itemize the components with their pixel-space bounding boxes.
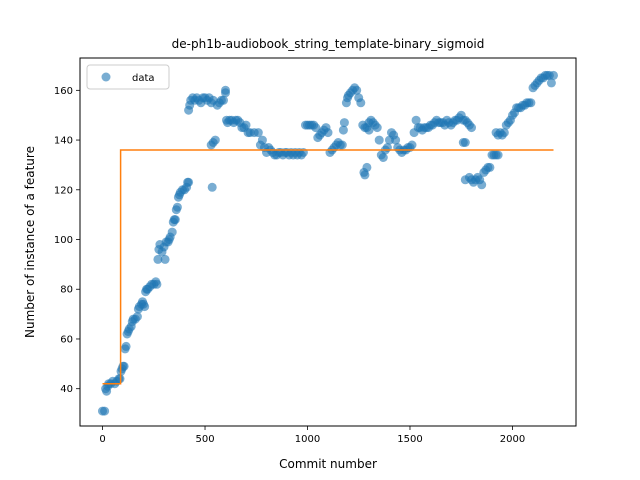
data-point bbox=[546, 78, 556, 88]
plot-frame bbox=[79, 57, 577, 427]
data-point bbox=[467, 123, 476, 133]
data-point bbox=[160, 254, 170, 264]
x-axis: 0 500 1000 1500 2000 bbox=[99, 426, 525, 445]
data-point bbox=[549, 70, 558, 80]
legend-box bbox=[86, 64, 170, 90]
data-point bbox=[253, 128, 263, 138]
x-tick-label: 1500 bbox=[397, 434, 422, 445]
data-point bbox=[172, 202, 182, 212]
fit-line bbox=[102, 149, 554, 385]
data-point bbox=[339, 118, 349, 128]
y-tick-label: 80 bbox=[60, 285, 73, 296]
data-layer bbox=[98, 70, 558, 416]
data-point bbox=[485, 162, 495, 172]
data-point bbox=[132, 312, 142, 322]
data-point bbox=[526, 98, 536, 108]
data-point bbox=[372, 123, 382, 133]
data-point bbox=[210, 135, 220, 145]
data-point bbox=[378, 153, 388, 162]
legend-marker-data bbox=[101, 72, 111, 82]
data-point bbox=[352, 85, 362, 95]
data-point bbox=[311, 123, 321, 133]
data-point bbox=[323, 128, 333, 138]
data-point bbox=[338, 125, 348, 135]
data-point bbox=[407, 140, 417, 150]
data-point bbox=[140, 302, 150, 312]
data-point bbox=[391, 135, 401, 145]
data-point bbox=[477, 180, 487, 190]
x-tick-label: 2000 bbox=[500, 434, 525, 445]
data-point bbox=[121, 341, 131, 351]
data-point bbox=[360, 170, 370, 180]
y-axis: 40 60 80 100 120 140 160 bbox=[54, 86, 80, 395]
data-point bbox=[337, 140, 347, 150]
y-tick-label: 60 bbox=[60, 334, 73, 345]
data-point bbox=[219, 95, 228, 105]
data-point bbox=[241, 120, 251, 130]
data-point bbox=[153, 254, 163, 264]
data-point bbox=[119, 361, 129, 371]
y-axis-label: Number of instance of a feature bbox=[23, 146, 37, 338]
data-point bbox=[207, 182, 217, 192]
y-tick-label: 160 bbox=[54, 86, 73, 97]
x-axis-label: Commit number bbox=[279, 457, 377, 471]
legend-label-data: data bbox=[132, 73, 155, 84]
data-point bbox=[184, 177, 194, 187]
y-tick-label: 40 bbox=[60, 384, 73, 395]
data-point bbox=[364, 125, 374, 135]
y-tick-label: 140 bbox=[54, 136, 73, 147]
data-point bbox=[374, 135, 384, 145]
data-point bbox=[257, 135, 267, 145]
chart-title: de-ph1b-audiobook_string_template-binary… bbox=[172, 37, 485, 51]
data-point bbox=[493, 150, 503, 160]
data-point bbox=[362, 162, 372, 172]
y-tick-label: 120 bbox=[54, 185, 73, 196]
data-point bbox=[100, 406, 110, 416]
data-point bbox=[221, 85, 230, 95]
data-point bbox=[167, 227, 177, 237]
x-tick-label: 500 bbox=[195, 434, 214, 445]
data-point bbox=[170, 215, 180, 225]
data-point bbox=[411, 115, 421, 125]
data-point bbox=[152, 279, 162, 289]
x-tick-label: 0 bbox=[99, 434, 105, 445]
x-tick-label: 1000 bbox=[295, 434, 320, 445]
data-point bbox=[460, 138, 470, 147]
y-tick-label: 100 bbox=[54, 235, 73, 246]
data-point bbox=[499, 128, 509, 138]
legend: data bbox=[86, 64, 170, 90]
data-point bbox=[356, 98, 366, 108]
